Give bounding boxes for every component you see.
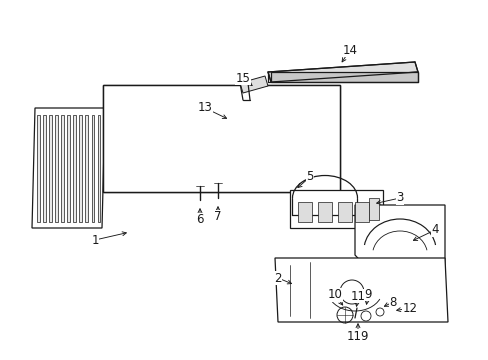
Bar	[79, 115, 82, 222]
Bar	[55, 115, 58, 222]
Text: 10: 10	[327, 288, 342, 301]
Text: 15: 15	[235, 72, 250, 85]
Bar	[37, 115, 40, 222]
Bar	[317, 202, 331, 222]
Polygon shape	[270, 72, 417, 82]
Bar	[49, 115, 52, 222]
Text: 8: 8	[388, 296, 396, 309]
Bar	[43, 115, 45, 222]
Text: 119: 119	[346, 329, 368, 342]
Text: 12: 12	[402, 301, 417, 315]
Text: 5: 5	[305, 171, 313, 184]
Polygon shape	[274, 258, 447, 322]
Bar	[368, 198, 378, 220]
Text: 13: 13	[197, 102, 212, 114]
Bar	[98, 115, 100, 222]
Text: 2: 2	[274, 271, 281, 284]
Text: 14: 14	[342, 44, 357, 57]
Polygon shape	[354, 205, 444, 298]
Polygon shape	[32, 108, 105, 228]
Polygon shape	[103, 85, 339, 192]
Text: 4: 4	[430, 224, 438, 237]
Text: 6: 6	[196, 213, 203, 226]
Polygon shape	[267, 62, 417, 82]
Bar	[354, 202, 368, 222]
Text: 9: 9	[364, 288, 371, 301]
Bar	[337, 202, 351, 222]
Text: 7: 7	[214, 211, 221, 224]
Bar	[85, 115, 88, 222]
Bar	[91, 115, 94, 222]
Bar	[297, 202, 311, 222]
Text: 3: 3	[395, 192, 403, 204]
Bar	[67, 115, 70, 222]
Bar	[61, 115, 64, 222]
Polygon shape	[103, 85, 339, 192]
Polygon shape	[289, 190, 382, 228]
Text: 11: 11	[350, 289, 365, 302]
Text: 1: 1	[91, 234, 99, 247]
Bar	[73, 115, 76, 222]
Polygon shape	[240, 76, 267, 93]
